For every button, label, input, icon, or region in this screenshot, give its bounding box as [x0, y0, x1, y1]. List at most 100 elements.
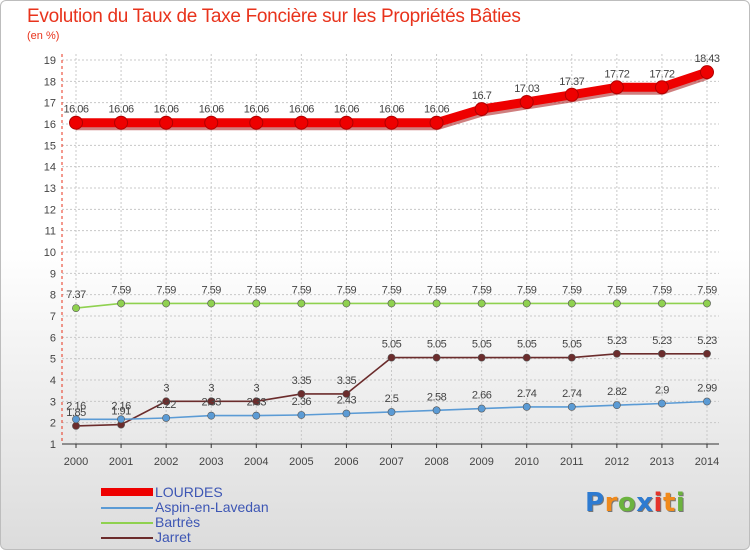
data-point-lourdes — [519, 95, 534, 110]
data-point-lourdes — [294, 115, 309, 130]
data-label-jarret: 3 — [163, 382, 169, 394]
data-label-bartr-s: 7.59 — [202, 284, 222, 296]
y-tick-label: 12 — [44, 204, 56, 216]
data-point-lourdes — [474, 102, 489, 117]
data-label-jarret: 5.05 — [472, 339, 492, 351]
logo-letter: P — [585, 488, 605, 518]
data-label-aspin-en-lavedan: 2.33 — [202, 397, 222, 409]
data-point-lourdes — [654, 80, 669, 95]
x-tick-label: 2012 — [605, 456, 629, 468]
data-label-bartr-s: 7.59 — [652, 284, 672, 296]
data-label-bartr-s: 7.59 — [247, 284, 267, 296]
y-tick-label: 16 — [44, 119, 56, 131]
data-label-bartr-s: 7.59 — [156, 284, 176, 296]
data-label-lourdes: 16.06 — [154, 104, 179, 116]
data-point-lourdes — [249, 115, 264, 130]
x-tick-label: 2009 — [469, 456, 493, 468]
data-label-bartr-s: 7.59 — [111, 284, 131, 296]
logo-letter: r — [604, 488, 618, 518]
data-label-aspin-en-lavedan: 2.82 — [607, 386, 627, 398]
data-point-lourdes — [384, 115, 399, 130]
data-point-aspin-en-lavedan — [477, 404, 486, 413]
data-label-lourdes: 16.06 — [289, 104, 314, 116]
data-point-jarret — [342, 389, 351, 398]
data-label-jarret: 1.91 — [111, 406, 131, 418]
data-point-lourdes — [204, 115, 219, 130]
data-label-lourdes: 16.7 — [472, 90, 492, 102]
logo-letter: t — [662, 488, 676, 518]
data-point-jarret — [703, 349, 711, 358]
legend-label: LOURDES — [155, 484, 223, 500]
legend-swatch — [101, 488, 153, 496]
y-tick-label: 6 — [50, 332, 56, 344]
data-label-aspin-en-lavedan: 2.43 — [337, 394, 357, 406]
data-point-lourdes — [114, 115, 129, 130]
data-label-jarret: 5.23 — [697, 335, 717, 347]
legend-label: Aspin-en-Lavedan — [155, 499, 269, 515]
data-point-lourdes — [159, 115, 174, 130]
y-tick-label: 3 — [50, 396, 56, 408]
data-label-lourdes: 17.72 — [604, 68, 629, 80]
data-point-jarret — [612, 349, 621, 358]
data-point-bartr-s — [658, 299, 666, 308]
data-point-aspin-en-lavedan — [612, 401, 621, 410]
data-point-jarret — [387, 353, 396, 362]
data-point-aspin-en-lavedan — [297, 411, 306, 419]
data-point-jarret — [297, 389, 306, 398]
data-label-jarret: 5.05 — [382, 339, 402, 351]
data-label-bartr-s: 7.59 — [292, 284, 312, 296]
data-label-aspin-en-lavedan: 2.16 — [111, 400, 131, 412]
data-label-lourdes: 17.03 — [514, 83, 539, 95]
data-point-bartr-s — [477, 299, 486, 308]
x-tick-label: 2013 — [650, 456, 674, 468]
logo-letter: i — [675, 488, 686, 518]
y-tick-label: 17 — [44, 98, 56, 110]
data-point-aspin-en-lavedan — [703, 397, 711, 406]
data-label-bartr-s: 7.59 — [517, 284, 537, 296]
y-tick-label: 15 — [44, 140, 56, 152]
data-label-aspin-en-lavedan: 2.16 — [66, 400, 86, 412]
data-point-bartr-s — [567, 299, 576, 308]
legend-swatch — [101, 507, 153, 509]
data-label-bartr-s: 7.59 — [607, 284, 627, 296]
data-point-bartr-s — [207, 299, 216, 308]
x-tick-label: 2000 — [64, 456, 88, 468]
data-point-aspin-en-lavedan — [72, 415, 80, 424]
data-point-aspin-en-lavedan — [342, 409, 351, 418]
data-label-lourdes: 16.06 — [424, 104, 449, 116]
legend-label: Bartrès — [155, 514, 201, 530]
data-point-aspin-en-lavedan — [117, 415, 125, 424]
y-tick-label: 13 — [44, 183, 56, 195]
x-tick-label: 2008 — [424, 456, 448, 468]
data-label-aspin-en-lavedan: 2.58 — [427, 391, 447, 403]
x-tick-label: 2003 — [199, 456, 223, 468]
data-point-aspin-en-lavedan — [162, 414, 171, 422]
proxiti-logo: Proxiti — [585, 488, 685, 518]
x-tick-label: 2005 — [289, 456, 313, 468]
y-tick-label: 2 — [50, 418, 56, 430]
y-tick-label: 5 — [50, 354, 56, 366]
logo-letter: i — [653, 488, 663, 518]
x-tick-label: 2006 — [334, 456, 358, 468]
data-label-jarret: 3 — [253, 382, 259, 394]
data-point-aspin-en-lavedan — [387, 408, 396, 416]
data-point-jarret — [162, 397, 171, 406]
data-label-bartr-s: 7.59 — [427, 284, 447, 296]
data-label-jarret: 3 — [208, 382, 214, 394]
data-point-bartr-s — [342, 299, 351, 308]
data-point-aspin-en-lavedan — [207, 411, 216, 420]
data-point-jarret — [207, 397, 216, 406]
data-point-aspin-en-lavedan — [432, 406, 441, 415]
data-point-lourdes — [69, 115, 83, 130]
y-tick-label: 1 — [50, 439, 56, 451]
data-point-bartr-s — [432, 299, 441, 308]
data-label-jarret: 5.23 — [652, 335, 672, 347]
legend-swatch — [101, 522, 153, 524]
x-tick-label: 2014 — [695, 456, 719, 468]
data-point-jarret — [567, 353, 576, 362]
y-tick-label: 9 — [50, 268, 56, 280]
data-label-aspin-en-lavedan: 2.36 — [292, 396, 312, 408]
data-label-aspin-en-lavedan: 2.66 — [472, 390, 492, 402]
data-point-bartr-s — [252, 299, 261, 308]
